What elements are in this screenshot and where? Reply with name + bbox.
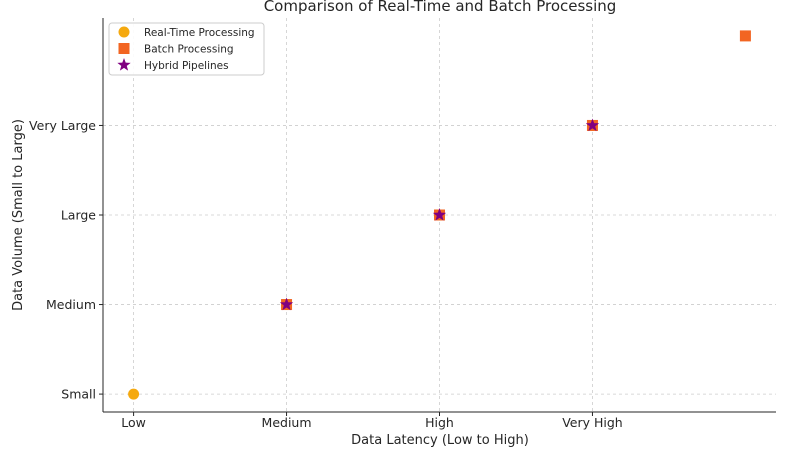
series-circle: [128, 119, 598, 400]
legend-label: Batch Processing: [144, 44, 234, 56]
legend-marker-circle: [118, 26, 130, 38]
x-tick-label: High: [425, 415, 454, 430]
y-tick-label: Very Large: [29, 118, 96, 133]
ticks: Low Medium High Very High Small Medium Large Ve…: [29, 118, 623, 430]
x-tick-label: Medium: [262, 415, 312, 430]
point-star: [432, 208, 447, 221]
point-square: [739, 30, 751, 42]
legend-box: [108, 22, 265, 76]
legend-label: Hybrid Pipelines: [144, 60, 229, 72]
series-star: [279, 118, 600, 311]
series-square: [281, 30, 751, 311]
y-tick-label: Medium: [46, 297, 96, 312]
legend-marker-square: [118, 43, 130, 54]
x-axis-label: Data Latency (Low to High): [351, 433, 529, 448]
x-tick-label: Low: [121, 415, 146, 430]
point-circle: [128, 388, 140, 400]
y-tick-label: Small: [61, 387, 96, 402]
legend-marker-star: [117, 58, 131, 71]
chart-title: Comparison of Real-Time and Batch Proces…: [264, 0, 617, 15]
y-tick-label: Large: [61, 208, 96, 223]
y-axis-label: Data Volume (Small to Large): [11, 119, 26, 311]
point-star: [279, 297, 294, 311]
x-tick-label: Very High: [562, 415, 623, 430]
point-star: [585, 118, 600, 132]
legend: Real-Time Processing Batch Processing Hybr…: [108, 22, 265, 76]
legend-label: Real-Time Processing: [144, 27, 255, 39]
data-points: [128, 30, 751, 400]
